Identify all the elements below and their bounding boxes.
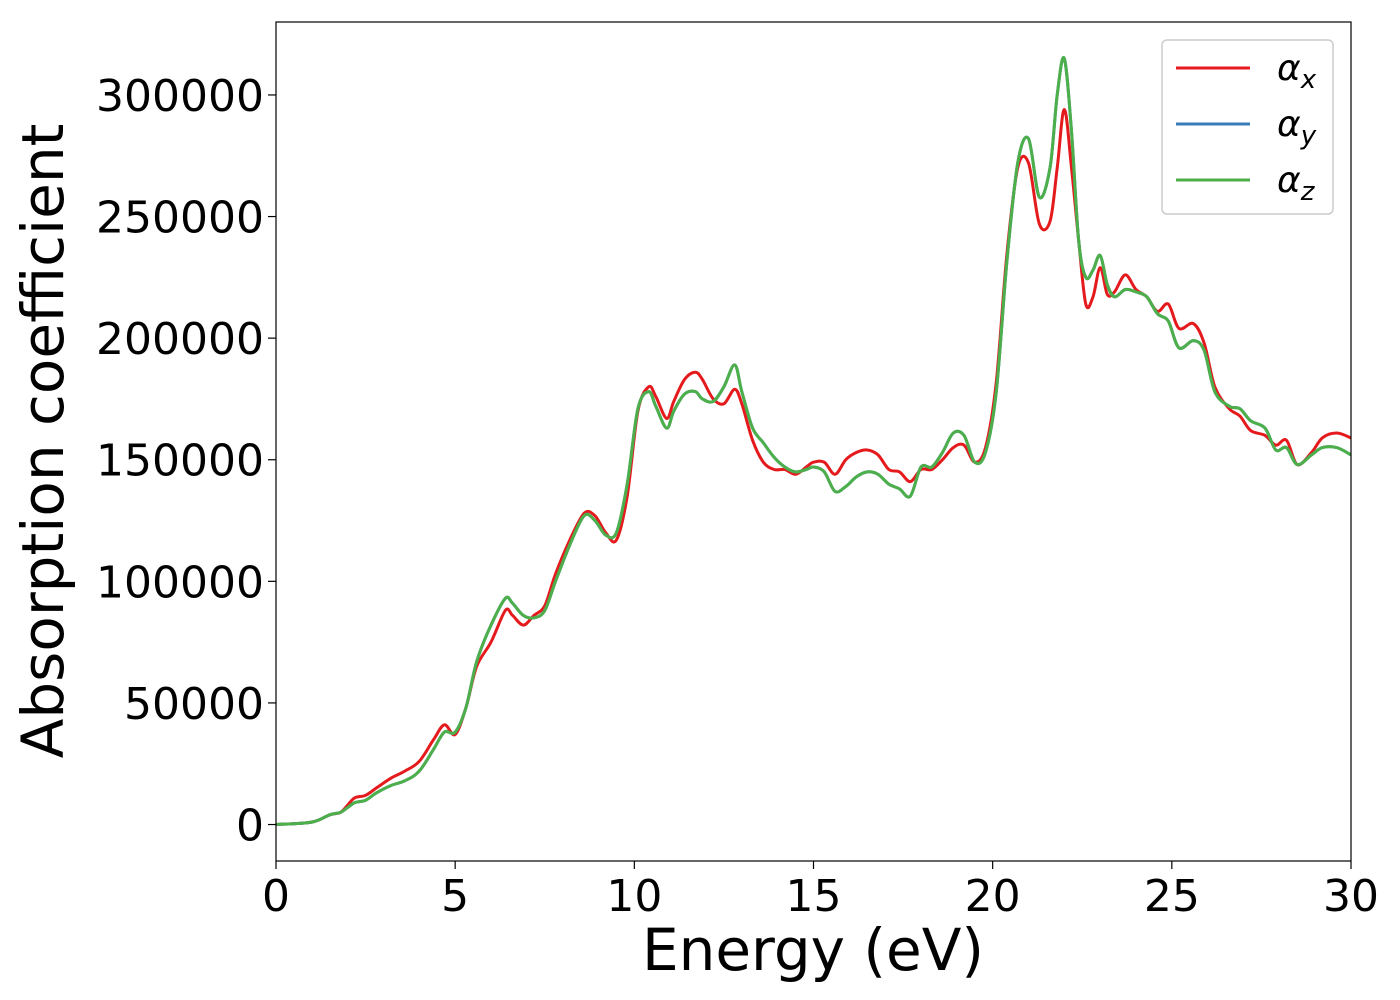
x-tick-label: 30 — [1323, 871, 1379, 922]
x-tick-label: 15 — [786, 871, 842, 922]
y-tick-label: 0 — [236, 801, 264, 852]
x-tick-label: 25 — [1144, 871, 1200, 922]
x-tick-label: 5 — [441, 871, 469, 922]
legend-box — [1161, 39, 1334, 215]
y-tick-label: 250000 — [96, 193, 264, 244]
series-layer — [276, 56, 1351, 826]
y-axis-label: Absorption coefficient — [9, 124, 77, 759]
y-tick-label: 50000 — [124, 679, 264, 730]
x-tick-label: 10 — [606, 871, 662, 922]
x-axis: 0 5 10 15 20 25 30 — [262, 861, 1379, 922]
series-line-z — [276, 56, 1351, 826]
y-tick-label: 100000 — [96, 557, 264, 608]
x-tick-label: 0 — [262, 871, 290, 922]
legend-label-z: αz — [1277, 160, 1316, 207]
y-axis: 0 50000 100000 150000 200000 250000 300000 — [96, 71, 276, 852]
legend-label-x: αx — [1277, 48, 1317, 95]
x-axis-label: Energy (eV) — [642, 916, 984, 984]
legend: αx αy αz — [1161, 39, 1334, 215]
y-tick-label: 300000 — [96, 71, 264, 122]
legend-label-y: αy — [1277, 104, 1317, 151]
y-tick-label: 200000 — [96, 314, 264, 365]
y-tick-label: 150000 — [96, 436, 264, 487]
x-tick-label: 20 — [965, 871, 1021, 922]
